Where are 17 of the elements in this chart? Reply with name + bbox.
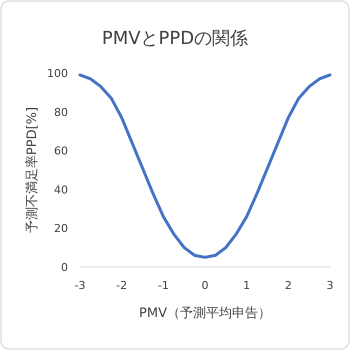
y-tick-label: 80 <box>54 106 68 119</box>
chart-title: PMVとPPDの関係 <box>102 28 248 49</box>
x-tick-label: 0 <box>202 279 208 292</box>
x-tick-label: -1 <box>158 279 169 292</box>
y-tick-label: 20 <box>54 222 68 236</box>
line-series <box>78 73 332 259</box>
y-tick-label: 40 <box>54 183 68 196</box>
x-tick-label: -2 <box>116 279 128 292</box>
x-tick-label: -3 <box>74 279 86 292</box>
x-tick-label: 3 <box>326 279 334 292</box>
x-axis-title: PMV（予測平均申告） <box>139 306 271 321</box>
y-axis-title: 予測不満足率PPD[%] <box>24 106 40 234</box>
x-tick-label: 2 <box>284 279 292 292</box>
y-tick-label: 60 <box>54 144 68 158</box>
x-tick-label: 1 <box>243 279 250 292</box>
y-tick-label: 100 <box>47 67 68 80</box>
y-tick-label: 0 <box>61 261 68 274</box>
